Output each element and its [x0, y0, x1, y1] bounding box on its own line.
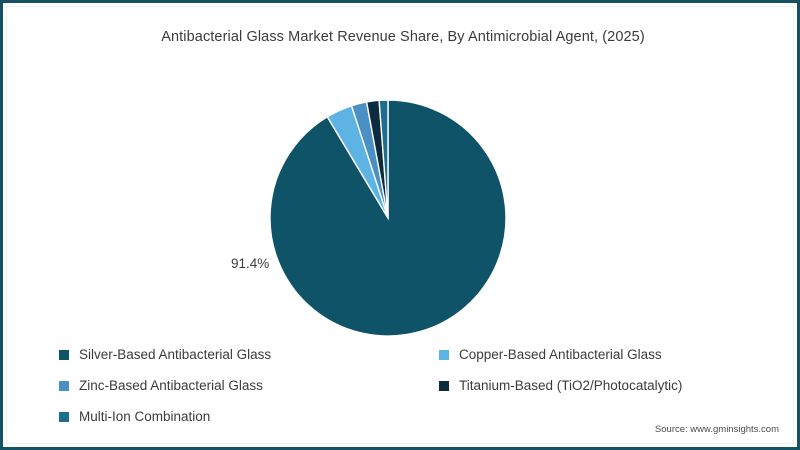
- pie-slice[interactable]: [378, 99, 389, 219]
- legend-swatch-icon: [439, 380, 449, 391]
- legend-label: Zinc-Based Antibacterial Glass: [79, 377, 263, 393]
- legend-item-copper[interactable]: Copper-Based Antibacterial Glass: [439, 339, 682, 370]
- legend-column-left: Silver-Based Antibacterial Glass Zinc-Ba…: [59, 339, 271, 432]
- legend-label: Silver-Based Antibacterial Glass: [79, 346, 272, 362]
- pie-chart: [269, 99, 507, 337]
- source-attribution: Source: www.gminsights.com: [654, 424, 779, 435]
- legend-item-titanium[interactable]: Titanium-Based (TiO2/Photocatalytic): [439, 370, 682, 401]
- legend-label: Copper-Based Antibacterial Glass: [459, 346, 662, 362]
- legend-item-zinc[interactable]: Zinc-Based Antibacterial Glass: [59, 370, 271, 401]
- pie-chart-svg: [269, 99, 507, 337]
- legend-swatch-icon: [59, 411, 69, 422]
- pie-data-label-silver: 91.4%: [231, 256, 270, 271]
- legend-column-right: Copper-Based Antibacterial Glass Titaniu…: [439, 339, 682, 401]
- legend-swatch-icon: [439, 349, 449, 360]
- legend-swatch-icon: [59, 349, 69, 360]
- legend-label: Titanium-Based (TiO2/Photocatalytic): [459, 377, 683, 393]
- legend-item-multi-ion[interactable]: Multi-Ion Combination: [59, 401, 271, 432]
- legend-item-silver[interactable]: Silver-Based Antibacterial Glass: [59, 339, 271, 370]
- legend-swatch-icon: [59, 380, 69, 391]
- pie-slice-group: [269, 99, 507, 337]
- page-title: Antibacterial Glass Market Revenue Share…: [161, 29, 645, 45]
- legend-label: Multi-Ion Combination: [79, 408, 211, 424]
